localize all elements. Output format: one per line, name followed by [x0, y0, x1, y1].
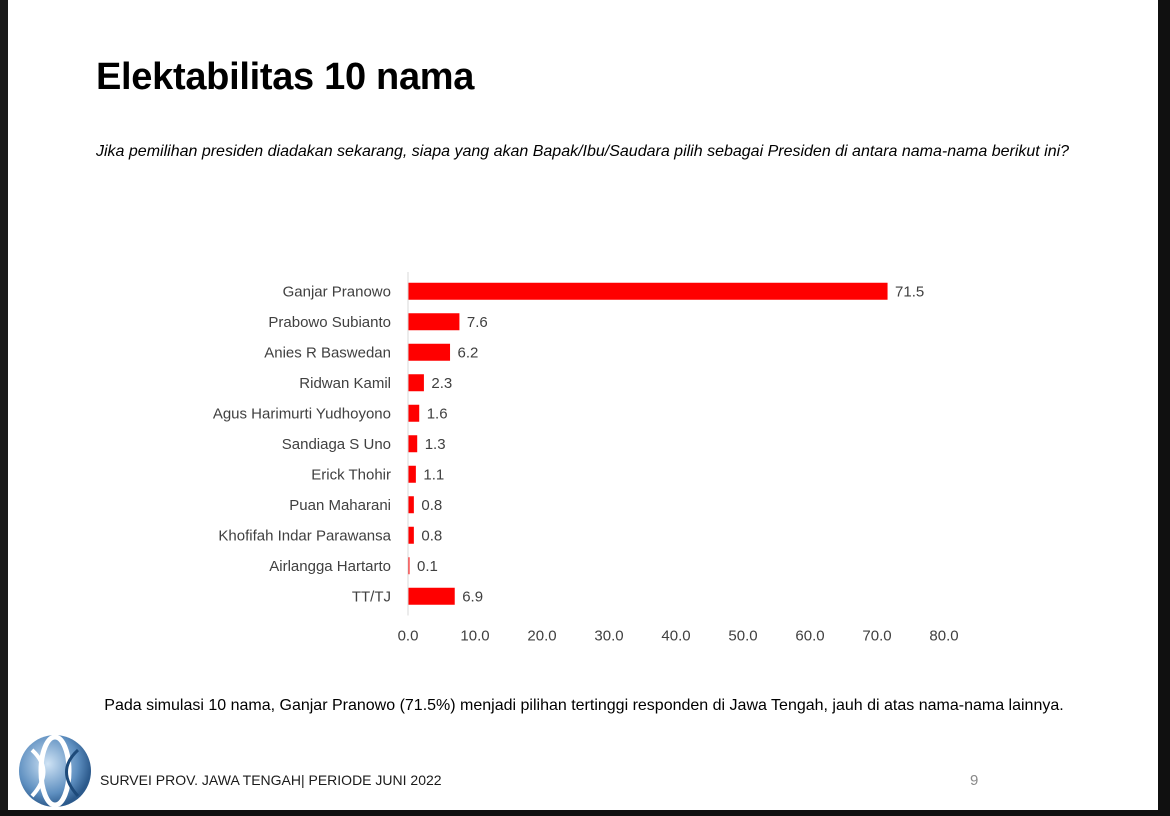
- x-tick-label: 50.0: [728, 628, 757, 645]
- data-label: 1.3: [425, 436, 446, 453]
- category-label: Agus Harimurti Yudhoyono: [213, 405, 391, 422]
- category-label: TT/TJ: [352, 588, 391, 605]
- bar: [408, 557, 410, 575]
- x-tick-label: 70.0: [862, 628, 891, 645]
- x-tick-label: 30.0: [594, 628, 623, 645]
- data-label: 71.5: [895, 283, 924, 300]
- bar: [408, 374, 424, 392]
- category-label: Anies R Baswedan: [264, 344, 391, 361]
- category-label: Khofifah Indar Parawansa: [218, 527, 391, 544]
- footer-text: SURVEI PROV. JAWA TENGAH| PERIODE JUNI 2…: [100, 772, 442, 788]
- conclusion-text: Pada simulasi 10 nama, Ganjar Pranowo (7…: [104, 697, 1064, 714]
- bar: [408, 435, 418, 453]
- bar: [408, 526, 414, 544]
- bar: [408, 587, 455, 605]
- slide-title: Elektabilitas 10 nama: [96, 56, 475, 98]
- slide: Elektabilitas 10 nama Jika pemilihan pre…: [8, 0, 1158, 816]
- category-label: Erick Thohir: [311, 466, 391, 483]
- x-tick-label: 10.0: [460, 628, 489, 645]
- category-label: Ganjar Pranowo: [283, 283, 391, 300]
- category-label: Sandiaga S Uno: [282, 436, 391, 453]
- bar: [408, 404, 420, 422]
- frame-edge: [0, 810, 1170, 816]
- data-label: 7.6: [467, 314, 488, 331]
- x-tick-label: 0.0: [398, 628, 419, 645]
- bar: [408, 313, 460, 331]
- data-label: 2.3: [431, 375, 452, 392]
- x-tick-label: 20.0: [527, 628, 556, 645]
- data-label: 0.8: [421, 527, 442, 544]
- bar: [408, 343, 451, 361]
- x-tick-label: 80.0: [929, 628, 958, 645]
- bar: [408, 496, 414, 514]
- page-number: 9: [970, 772, 979, 789]
- frame-edge: [1158, 0, 1170, 816]
- bar: [408, 465, 416, 483]
- data-label: 6.9: [462, 588, 483, 605]
- category-label: Ridwan Kamil: [299, 375, 391, 392]
- survey-question: Jika pemilihan presiden diadakan sekaran…: [96, 143, 1070, 160]
- x-tick-label: 60.0: [795, 628, 824, 645]
- data-label: 0.8: [421, 497, 442, 514]
- category-label: Prabowo Subianto: [268, 314, 391, 331]
- data-label: 6.2: [458, 344, 479, 361]
- data-label: 1.6: [427, 405, 448, 422]
- category-label: Puan Maharani: [289, 497, 391, 514]
- bar: [408, 282, 888, 300]
- x-tick-label: 40.0: [661, 628, 690, 645]
- category-label: Airlangga Hartarto: [269, 558, 391, 575]
- globe-logo-icon: [19, 734, 91, 808]
- data-label: 0.1: [417, 558, 438, 575]
- data-label: 1.1: [423, 466, 444, 483]
- bar-chart: Ganjar Pranowo 71.5 Prabowo Subianto 7.6 Ani…: [213, 272, 959, 645]
